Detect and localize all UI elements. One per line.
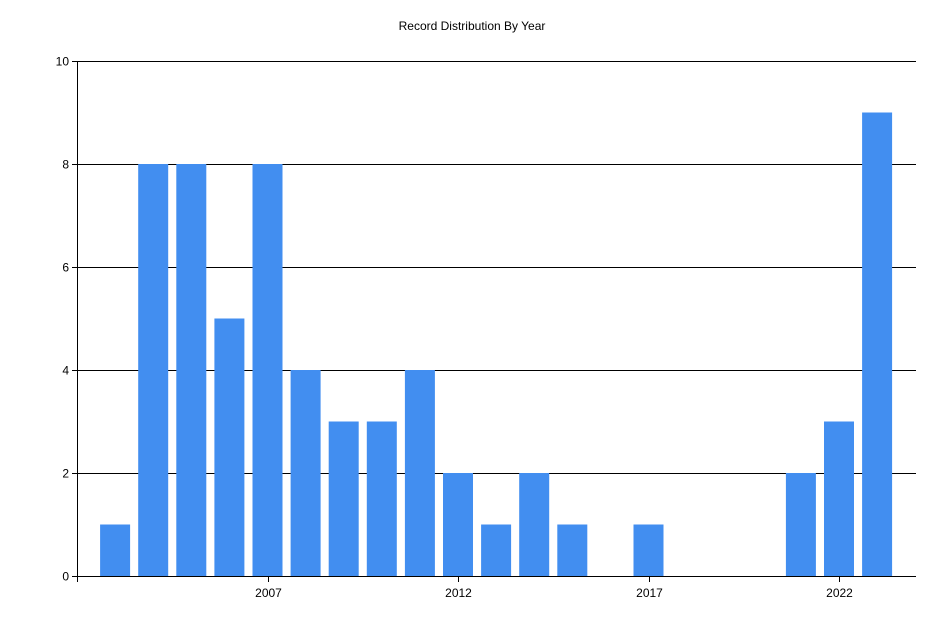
bar-2022 bbox=[824, 421, 854, 576]
axes bbox=[77, 61, 916, 577]
bar-2015 bbox=[557, 524, 588, 576]
bar-2021 bbox=[785, 473, 816, 576]
bar-2013 bbox=[481, 524, 512, 576]
bar-2004 bbox=[138, 164, 169, 576]
bar-2005 bbox=[176, 164, 207, 576]
bar-2010 bbox=[366, 421, 397, 576]
bar-2007 bbox=[252, 164, 283, 576]
x-axis-ticks: 2007 2012 2017 2022 bbox=[77, 576, 853, 600]
y-axis-ticks: 0 2 4 6 8 10 bbox=[56, 55, 77, 584]
bar-2017 bbox=[633, 524, 664, 576]
x-tick-label: 2007 bbox=[255, 586, 282, 600]
y-tick-label: 6 bbox=[62, 261, 69, 275]
bar-2009 bbox=[328, 421, 359, 576]
y-tick-label: 0 bbox=[62, 570, 69, 584]
bar-2014 bbox=[519, 473, 550, 576]
y-tick-label: 10 bbox=[56, 55, 70, 69]
bars bbox=[100, 112, 893, 576]
y-tick-label: 4 bbox=[62, 364, 69, 378]
bar-2012 bbox=[443, 473, 473, 576]
y-tick-label: 8 bbox=[62, 158, 69, 172]
x-tick-label: 2022 bbox=[826, 586, 853, 600]
y-tick-label: 2 bbox=[62, 467, 69, 481]
x-tick-label: 2017 bbox=[636, 586, 663, 600]
bar-2008 bbox=[290, 370, 321, 576]
bar-2003 bbox=[100, 524, 131, 576]
x-tick-label: 2012 bbox=[445, 586, 472, 600]
bar-2006 bbox=[214, 318, 245, 576]
bar-2011 bbox=[404, 370, 435, 576]
bar-2023 bbox=[862, 112, 893, 576]
chart-title: Record Distribution By Year bbox=[399, 19, 546, 33]
